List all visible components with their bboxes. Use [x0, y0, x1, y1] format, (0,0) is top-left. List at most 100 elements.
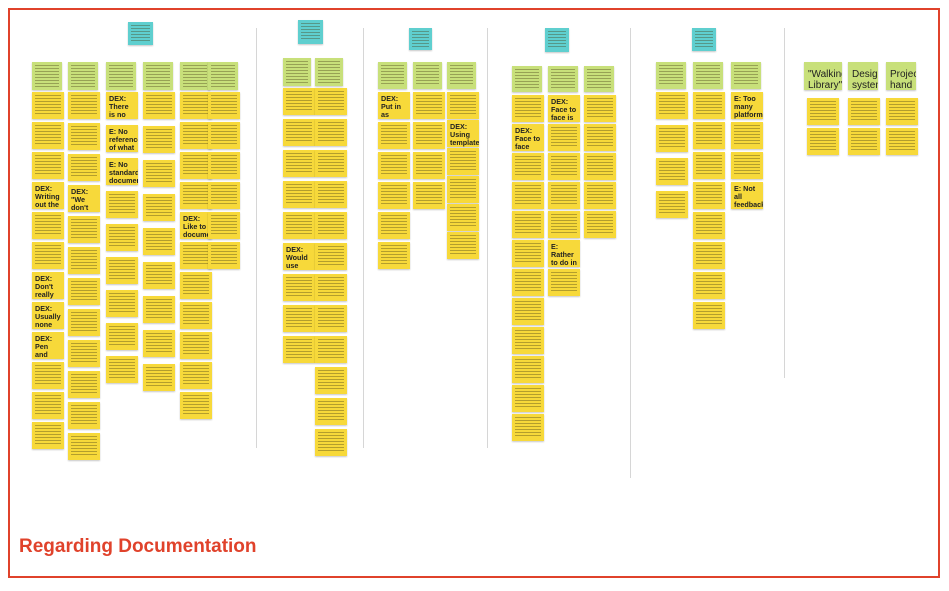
sticky-note[interactable]	[315, 119, 347, 146]
sticky-note[interactable]	[512, 95, 544, 122]
sticky-note[interactable]	[68, 278, 100, 305]
sticky-note[interactable]	[886, 98, 918, 125]
sticky-note[interactable]	[283, 336, 315, 363]
sticky-note[interactable]	[180, 362, 212, 389]
sticky-note[interactable]	[68, 123, 100, 150]
sticky-note[interactable]	[32, 62, 62, 90]
sticky-note[interactable]	[315, 58, 343, 86]
sticky-note[interactable]: DEX: Would use Dropbox for the sharing	[283, 243, 315, 270]
sticky-note[interactable]	[143, 296, 175, 323]
sticky-note[interactable]	[584, 66, 614, 92]
sticky-note[interactable]	[180, 152, 212, 179]
sticky-note[interactable]	[548, 269, 580, 296]
sticky-note[interactable]	[283, 305, 315, 332]
sticky-note[interactable]	[512, 182, 544, 209]
sticky-note[interactable]	[807, 98, 839, 125]
sticky-note[interactable]	[378, 242, 410, 269]
sticky-note[interactable]	[693, 272, 725, 299]
sticky-note[interactable]	[447, 176, 479, 203]
sticky-note[interactable]	[512, 269, 544, 296]
sticky-note[interactable]	[283, 181, 315, 208]
sticky-note[interactable]	[315, 398, 347, 425]
sticky-note[interactable]	[106, 191, 138, 218]
sticky-note[interactable]	[143, 364, 175, 391]
sticky-note[interactable]	[512, 327, 544, 354]
sticky-note[interactable]	[180, 302, 212, 329]
sticky-note[interactable]	[315, 429, 347, 456]
sticky-note[interactable]	[106, 62, 136, 90]
sticky-note[interactable]	[848, 98, 880, 125]
sticky-note[interactable]	[68, 216, 100, 243]
sticky-note[interactable]: E: No reference of what should be docume…	[106, 125, 138, 152]
sticky-note[interactable]: DEX: Usually none taken on agentas docs	[32, 302, 64, 329]
sticky-note[interactable]	[447, 148, 479, 175]
sticky-note[interactable]	[32, 212, 64, 239]
sticky-note[interactable]	[68, 247, 100, 274]
sticky-note[interactable]	[32, 242, 64, 269]
sticky-note[interactable]	[315, 367, 347, 394]
sticky-note[interactable]	[106, 257, 138, 284]
sticky-note[interactable]	[68, 154, 100, 181]
sticky-note[interactable]	[447, 92, 479, 119]
sticky-note[interactable]	[848, 128, 880, 155]
sticky-note[interactable]	[656, 92, 688, 119]
sticky-note[interactable]	[413, 92, 445, 119]
sticky-note[interactable]	[315, 336, 347, 363]
documentation-frame[interactable]	[8, 8, 940, 578]
sticky-note[interactable]	[731, 152, 763, 179]
sticky-note[interactable]	[143, 194, 175, 221]
sticky-note[interactable]	[68, 402, 100, 429]
sticky-note[interactable]	[298, 20, 323, 44]
sticky-note[interactable]	[512, 66, 542, 92]
sticky-note[interactable]	[283, 212, 315, 239]
sticky-note[interactable]	[315, 305, 347, 332]
sticky-note[interactable]	[32, 92, 64, 119]
sticky-note[interactable]	[378, 212, 410, 239]
sticky-note[interactable]	[180, 92, 212, 119]
sticky-note[interactable]	[208, 92, 240, 119]
sticky-note[interactable]	[32, 152, 64, 179]
sticky-note[interactable]	[413, 62, 442, 89]
sticky-note[interactable]	[413, 182, 445, 209]
sticky-note[interactable]	[180, 122, 212, 149]
section-label-note[interactable]: Project hand over	[886, 62, 916, 90]
sticky-note[interactable]	[180, 62, 210, 90]
sticky-note[interactable]	[693, 302, 725, 329]
sticky-note[interactable]	[143, 228, 175, 255]
sticky-note[interactable]: DEX: Put in as many scenarios as possibl…	[378, 92, 410, 119]
sticky-note[interactable]	[68, 433, 100, 460]
sticky-note[interactable]	[807, 128, 839, 155]
sticky-note[interactable]: DEX: Using templates for visual results	[447, 120, 479, 147]
sticky-note[interactable]	[208, 152, 240, 179]
sticky-note[interactable]	[32, 122, 64, 149]
section-label-note[interactable]: "Walking Library"	[804, 62, 842, 90]
sticky-note[interactable]	[447, 204, 479, 231]
sticky-note[interactable]	[409, 28, 432, 50]
sticky-note[interactable]: E: Not all feedback was accounted for	[731, 182, 763, 209]
sticky-note[interactable]	[693, 182, 725, 209]
sticky-note[interactable]	[315, 181, 347, 208]
sticky-note[interactable]	[545, 28, 569, 52]
sticky-note[interactable]	[208, 62, 238, 90]
sticky-note[interactable]: E: Too many platforms to access being us…	[731, 92, 763, 119]
sticky-note[interactable]	[32, 422, 64, 449]
sticky-note[interactable]	[32, 392, 64, 419]
sticky-note[interactable]	[731, 122, 763, 149]
sticky-note[interactable]	[656, 158, 688, 185]
sticky-note[interactable]	[283, 274, 315, 301]
sticky-note[interactable]	[512, 153, 544, 180]
sticky-note[interactable]	[584, 153, 616, 180]
sticky-note[interactable]	[447, 232, 479, 259]
sticky-note[interactable]	[315, 243, 347, 270]
sticky-note[interactable]	[68, 92, 100, 119]
sticky-note[interactable]	[584, 211, 616, 238]
sticky-note[interactable]	[693, 62, 723, 89]
sticky-note[interactable]	[68, 62, 98, 90]
sticky-note[interactable]	[283, 58, 311, 86]
sticky-note[interactable]	[512, 414, 544, 441]
sticky-note[interactable]	[208, 122, 240, 149]
sticky-note[interactable]: DEX: There is no forum confusing offline	[106, 92, 138, 119]
sticky-note[interactable]	[584, 95, 616, 122]
sticky-note[interactable]	[315, 274, 347, 301]
